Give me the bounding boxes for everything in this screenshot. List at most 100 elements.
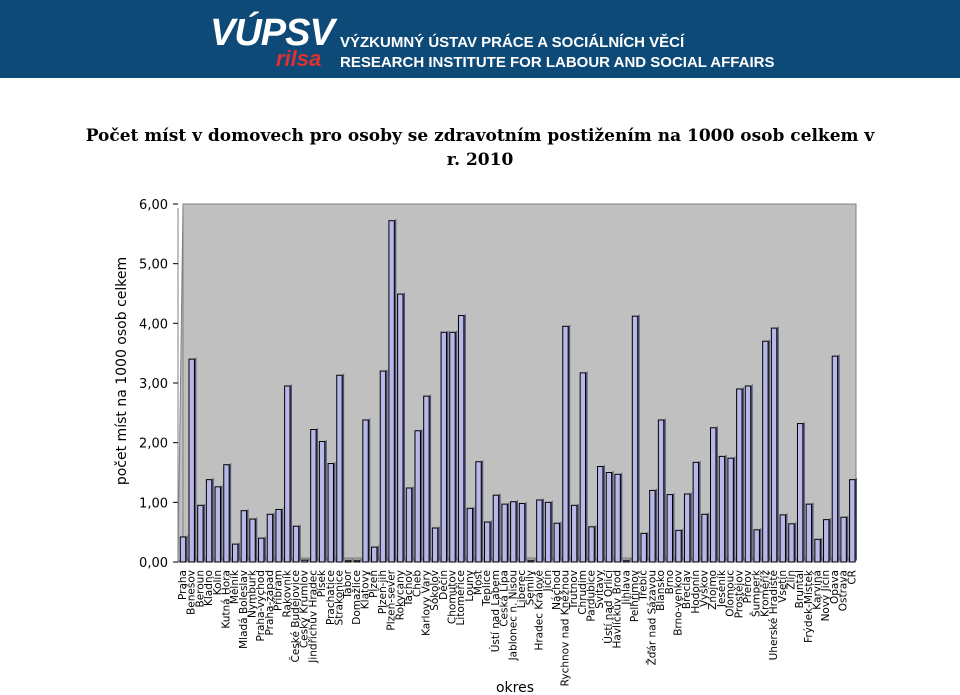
bar	[327, 463, 334, 563]
x-tick-label: Chomutov	[446, 570, 458, 624]
x-tick-label: Plzeň	[368, 570, 380, 598]
bar-side	[594, 524, 597, 562]
x-tick-label: Bruntál	[794, 570, 806, 608]
x-tick-label: Litoměřice	[455, 570, 467, 625]
x-tick-label: České Budějovice	[289, 570, 302, 662]
x-tick-label: Děčín	[438, 570, 450, 600]
x-tick-label: Břeclav	[681, 570, 693, 609]
bar-side	[229, 462, 232, 562]
bar	[753, 529, 760, 563]
x-tick-label: Praha	[177, 570, 189, 600]
bar-side	[820, 537, 823, 562]
x-tick-label: Semily	[525, 570, 537, 605]
y-tick-label: 3,00	[139, 377, 168, 392]
bar	[449, 331, 456, 563]
bar	[701, 513, 708, 563]
bar	[344, 560, 352, 563]
y-tick-label: 6,00	[139, 198, 168, 213]
x-tick-label: Žďár nad Sázavou	[645, 570, 658, 665]
vupsv-logo: VÚPSV	[210, 12, 335, 54]
bar-side	[794, 521, 797, 562]
bar	[744, 385, 752, 563]
x-tick-label: Rakovník	[281, 569, 293, 617]
bar	[631, 315, 639, 563]
x-tick-label: Svitavy	[594, 570, 606, 609]
bar	[362, 419, 369, 563]
bar	[423, 395, 430, 563]
x-tick-label: Jičín	[542, 570, 554, 592]
bar	[510, 501, 517, 563]
bar-side	[646, 531, 649, 562]
bar	[788, 523, 795, 563]
bar	[397, 293, 404, 563]
x-tick-label: Příbram	[273, 570, 285, 611]
bar	[718, 455, 726, 563]
x-tick-label: Zlín	[785, 570, 797, 590]
bar	[614, 473, 621, 563]
y-tick-label: 5,00	[139, 258, 168, 273]
institute-name-cz: VÝZKUMNÝ ÚSTAV PRÁCE A SOCIÁLNÍCH VĚCÍ	[340, 34, 685, 51]
x-tick-label: Blansko	[655, 570, 667, 611]
x-tick-label: Mladá Boleslav	[238, 570, 250, 649]
x-tick-label: Kroměříž	[759, 570, 771, 617]
y-tick-label: 2,00	[139, 437, 168, 452]
x-tick-label: Prostějov	[733, 570, 745, 618]
x-tick-label: Český Krumlov	[298, 570, 311, 648]
x-tick-label: Domažlice	[351, 570, 363, 625]
x-tick-label: Šumperk	[750, 569, 763, 617]
bar	[570, 504, 578, 563]
bar	[588, 526, 595, 563]
bar	[605, 472, 613, 563]
bar	[249, 518, 256, 563]
x-tick-label: Tábor	[342, 569, 354, 599]
y-tick-label: 4,00	[139, 317, 168, 332]
x-tick-label: Tachov	[403, 570, 415, 607]
x-tick-label: Plzeň-sever	[386, 569, 398, 630]
bar-side	[855, 477, 858, 562]
bar	[710, 427, 717, 563]
bar	[779, 514, 786, 563]
bar-side	[394, 218, 397, 562]
x-tick-label: Strakonice	[333, 570, 345, 625]
x-tick-label: Benešov	[186, 570, 198, 615]
bar	[205, 479, 213, 563]
x-tick-label: Náchod	[551, 570, 563, 610]
x-tick-label: Liberec	[516, 570, 528, 608]
bar-side	[298, 524, 301, 562]
x-tick-label: Cheb	[412, 570, 424, 597]
x-tick-label: Česká Lípa	[498, 570, 511, 627]
bar	[414, 430, 421, 563]
bar	[284, 385, 291, 563]
x-tick-label: Kladno	[203, 570, 215, 606]
bar	[831, 355, 839, 563]
bar	[814, 538, 821, 563]
bar-side	[246, 508, 249, 562]
bar	[353, 560, 361, 563]
bar-side	[533, 558, 536, 562]
x-tick-label: Pardubice	[586, 570, 598, 622]
x-tick-label: Nový Jičín	[820, 570, 832, 621]
bar	[492, 494, 500, 563]
bar-side	[750, 383, 753, 562]
bar-side	[316, 427, 319, 562]
x-tick-label: Vsetín	[777, 570, 789, 603]
x-axis-label: okres	[496, 680, 534, 695]
bar-side	[507, 502, 510, 562]
x-tick-label: Vyškov	[699, 570, 711, 607]
bar	[457, 315, 465, 563]
bar	[623, 560, 630, 563]
bar-side	[672, 492, 675, 562]
x-tick-label: Mělník	[229, 569, 241, 604]
x-tick-label: Rokycany	[394, 570, 406, 620]
bar-side	[759, 527, 762, 562]
bar	[475, 461, 482, 563]
rilsa-logo: rilsa	[276, 46, 322, 71]
x-tick-label: Přerov	[742, 570, 754, 603]
y-tick-label: 0,00	[139, 556, 168, 571]
x-tick-label: Sokolov	[429, 570, 441, 611]
x-tick-label: Kutná Hora	[220, 570, 232, 629]
x-tick-label: Teplice	[481, 570, 493, 607]
chart-title: Počet míst v domovech pro osoby se zdrav…	[85, 126, 875, 170]
bar	[275, 508, 282, 563]
